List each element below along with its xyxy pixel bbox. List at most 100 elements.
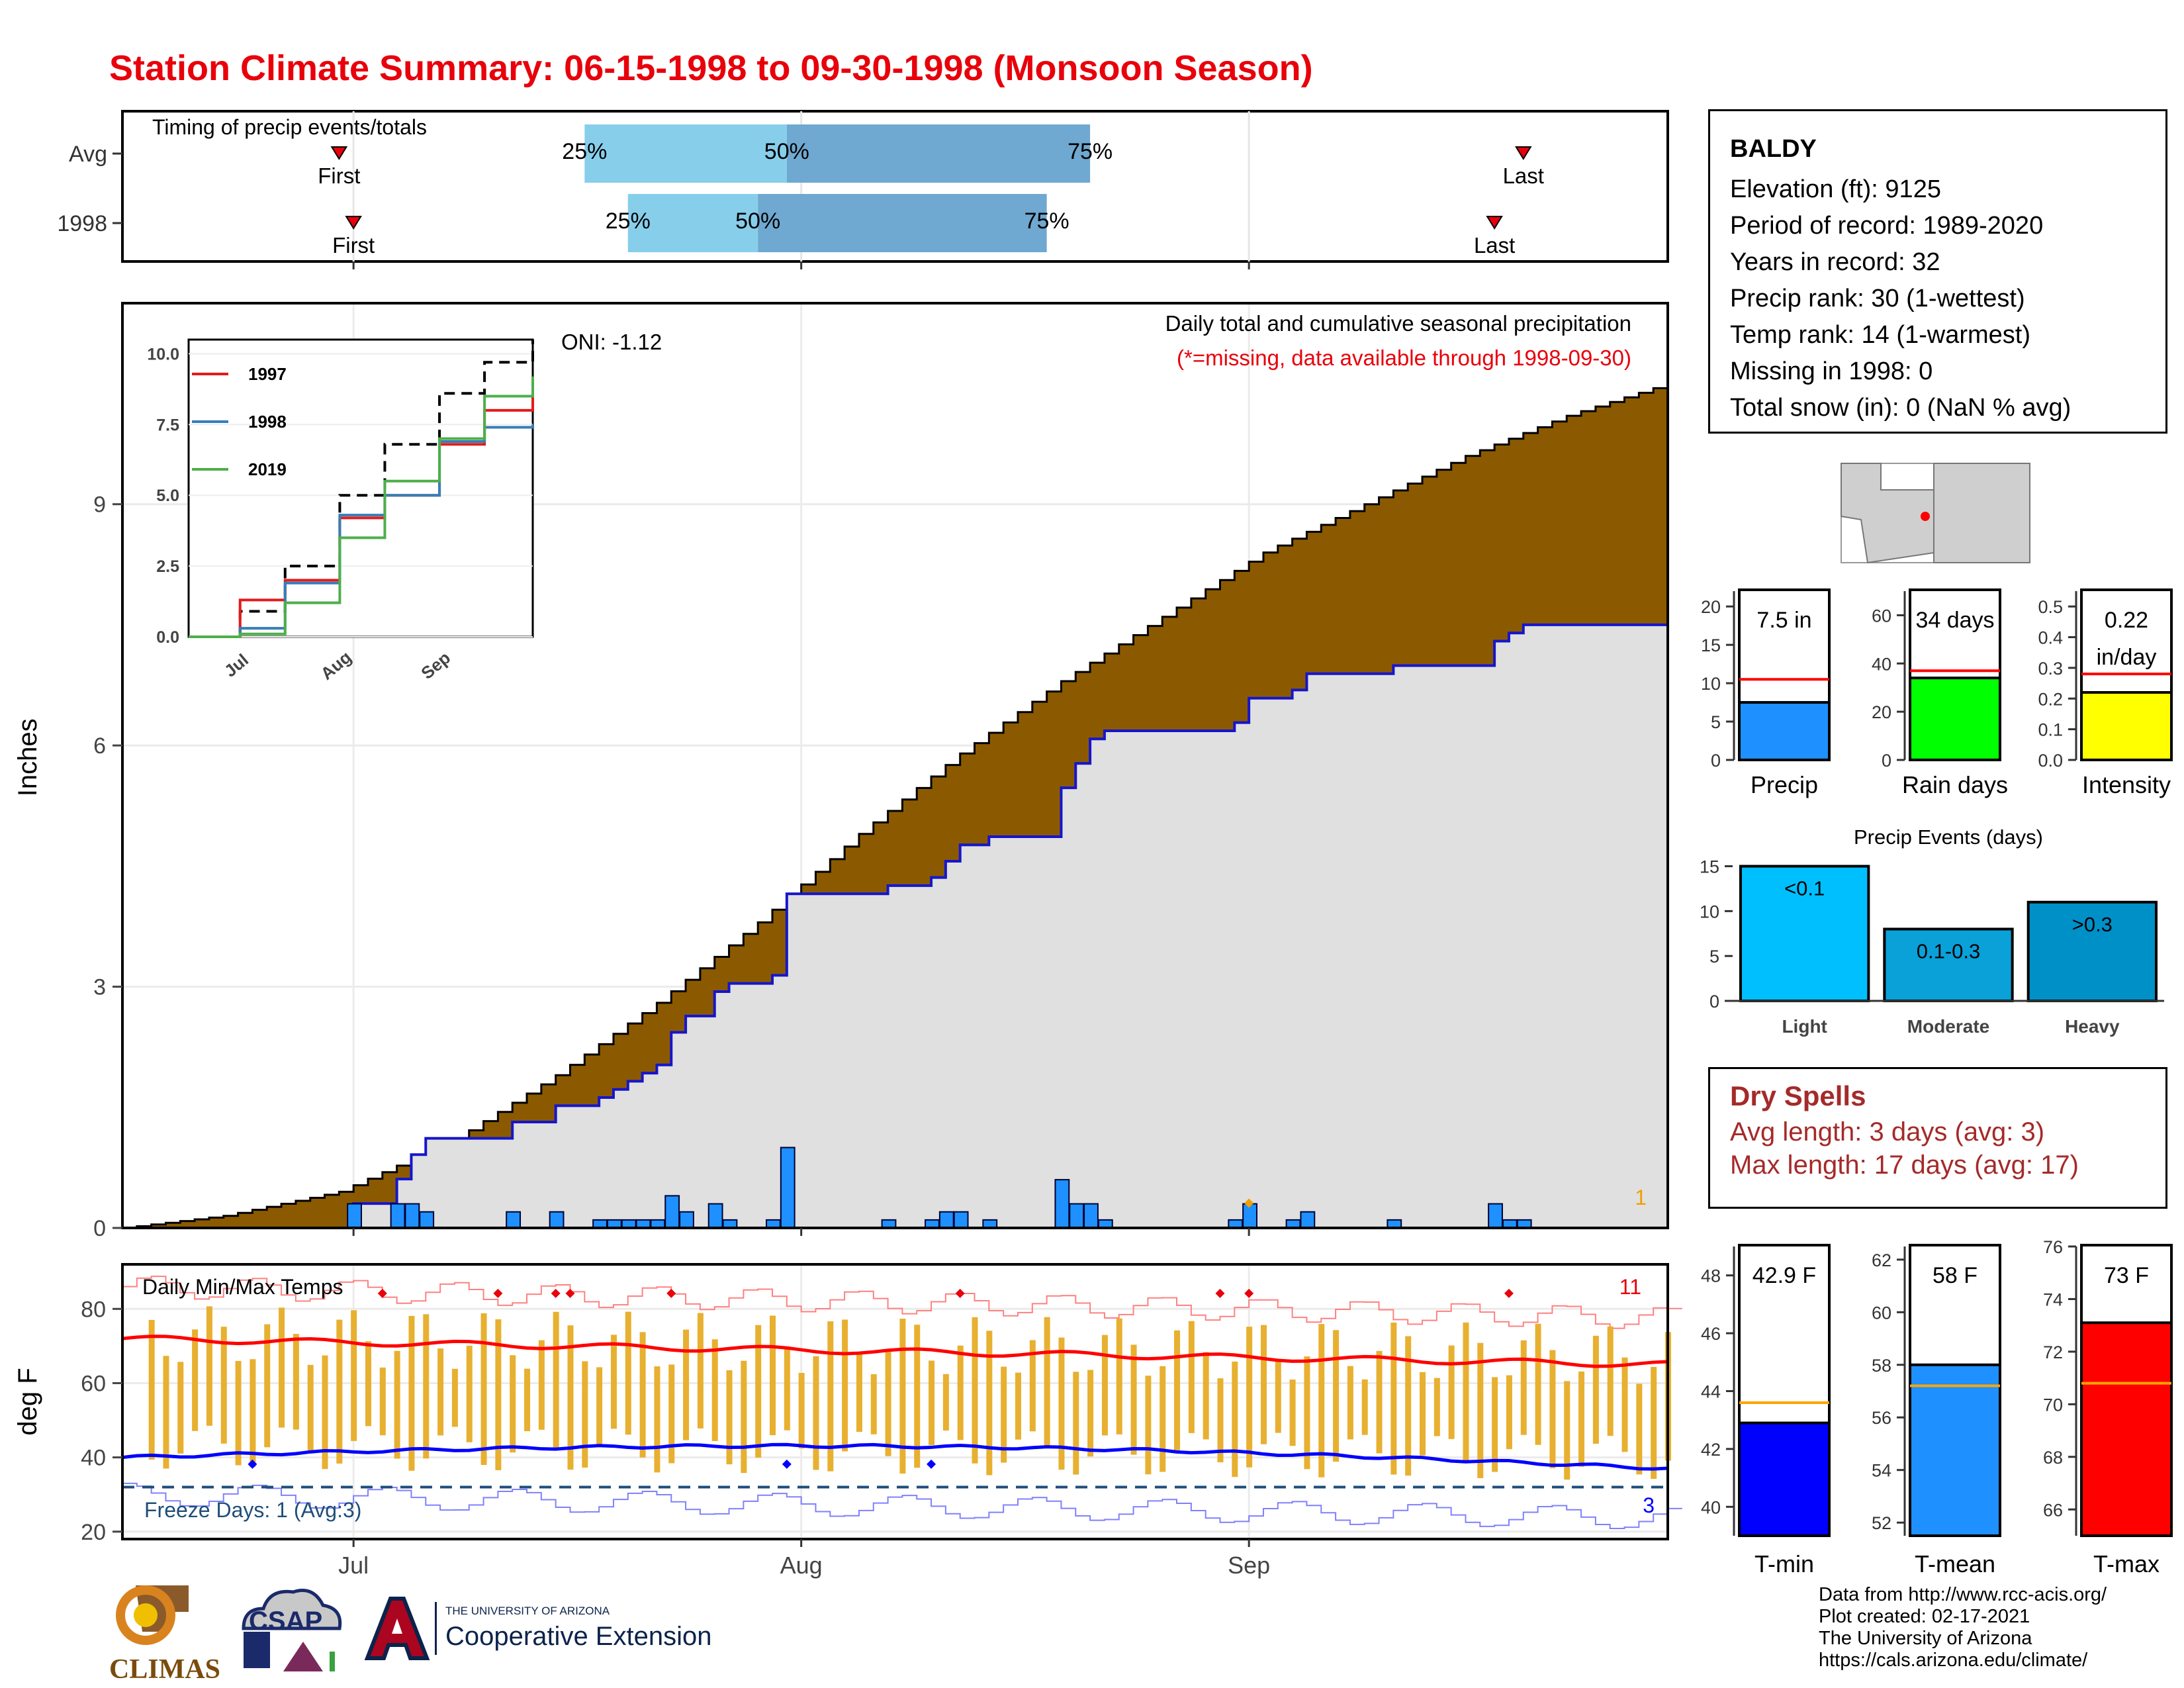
daily-temp-bar [1058, 1337, 1065, 1470]
t-min-category-label: T-min [1754, 1550, 1814, 1577]
precip-total-y-tick-label: 20 [1701, 597, 1721, 617]
daily-temp-bar [1361, 1379, 1368, 1435]
daily-temp-bar [524, 1368, 531, 1432]
precip-events-category-label: Moderate [1907, 1016, 1989, 1037]
t-mean-y-tick-label: 56 [1872, 1408, 1891, 1428]
daily-temp-bar [1376, 1350, 1383, 1454]
timeline-q50-label: 50% [764, 139, 809, 164]
inset-legend-label: 2019 [248, 459, 287, 479]
station-years: Years in record: 32 [1730, 248, 1940, 276]
intensity-value-label: in/day [2097, 645, 2157, 670]
intensity-bar [2080, 691, 2173, 761]
daily-temp-bar [1160, 1366, 1166, 1472]
precip-y-tick-label: 6 [93, 733, 106, 759]
record-high-marker [1215, 1288, 1225, 1298]
intensity-y-tick-label: 0.3 [2038, 659, 2063, 679]
daily-precip-bar [953, 1211, 969, 1229]
t-max-y-tick-label: 72 [2043, 1342, 2063, 1362]
precip-y-tick-label: 3 [93, 975, 106, 1000]
daily-precip-bar [549, 1211, 565, 1229]
station-location-marker [1921, 512, 1930, 521]
daily-temp-bar [423, 1314, 430, 1459]
daily-temp-bar [741, 1360, 747, 1474]
ua-logo-small-text: THE UNIVERSITY OF ARIZONA [445, 1605, 610, 1617]
daily-temp-bar [813, 1356, 819, 1470]
daily-temp-bar [1044, 1317, 1050, 1448]
record-high-marker [666, 1288, 676, 1298]
daily-temp-bar [870, 1374, 877, 1434]
daily-temp-bar [639, 1332, 646, 1458]
daily-temp-bar [1275, 1359, 1281, 1433]
daily-temp-bar [1260, 1325, 1267, 1444]
record-high-marker [493, 1288, 503, 1298]
precip-events-y-tick-label: 0 [1709, 992, 1719, 1011]
daily-temp-bar [1564, 1381, 1570, 1480]
daily-temp-bar [408, 1315, 415, 1471]
precip-panel-title: Daily total and cumulative seasonal prec… [1165, 311, 1631, 336]
daily-temp-bar [711, 1339, 718, 1441]
daily-temp-bar [1001, 1366, 1007, 1463]
t-min-y-tick-label: 46 [1701, 1324, 1721, 1344]
timeline-row-label: 1998 [57, 211, 107, 236]
inset-legend-label: 1998 [248, 412, 287, 432]
precip-events-title: Precip Events (days) [1854, 825, 2043, 849]
dry-spells-box: Dry Spells Avg length: 3 days (avg: 3) M… [1708, 1067, 2167, 1209]
timeline-last-label: Last [1503, 164, 1544, 188]
t-max-bar [2080, 1321, 2173, 1538]
inset-legend-label: 1997 [248, 364, 287, 384]
daily-temp-bar [1578, 1371, 1585, 1467]
timeline-bar-50-75 [786, 124, 1091, 183]
footer-credits: Data from http://www.rcc-acis.org/ Plot … [1819, 1584, 2107, 1671]
precip-events-y-tick-label: 15 [1700, 857, 1719, 877]
daily-temp-bar [798, 1373, 805, 1449]
daily-precip-bar [419, 1211, 435, 1229]
daily-temp-bar [972, 1317, 978, 1464]
t-min-y-tick-label: 42 [1701, 1440, 1721, 1460]
t-mean-y-tick-label: 60 [1872, 1303, 1891, 1323]
daily-temp-bar [668, 1364, 675, 1464]
daily-temp-bar [192, 1329, 199, 1431]
daily-temp-bar [986, 1331, 993, 1476]
station-name: BALDY [1730, 135, 1817, 163]
timeline-q50-label: 50% [735, 209, 780, 234]
temp-y-tick-label: 40 [81, 1446, 106, 1471]
intensity-y-tick-label: 0.5 [2038, 597, 2063, 617]
daily-temp-bar [264, 1324, 271, 1448]
dry-spells-max: Max length: 17 days (avg: 17) [1730, 1150, 2079, 1180]
daily-temp-bar [1651, 1366, 1657, 1479]
daily-temp-bar [293, 1334, 299, 1430]
station-info-box: BALDY Elevation (ft): 9125 Period of rec… [1708, 109, 2167, 434]
daily-temp-bar [625, 1311, 631, 1435]
missing-marker [1244, 1198, 1254, 1208]
daily-temp-bar [1405, 1336, 1412, 1476]
precip-events-bar [1739, 865, 1870, 1002]
daily-precip-bar [707, 1203, 723, 1229]
daily-temp-bar [1506, 1375, 1512, 1450]
record-low-count: 3 [1643, 1493, 1655, 1517]
record-high-marker [551, 1288, 561, 1298]
daily-temp-bar [755, 1325, 762, 1458]
daily-temp-bar [480, 1313, 487, 1466]
page-title: Station Climate Summary: 06-15-1998 to 0… [109, 48, 1313, 88]
daily-temp-bar [914, 1325, 921, 1468]
daily-temp-bar [206, 1306, 212, 1426]
rain-days-category-label: Rain days [1902, 771, 2008, 798]
daily-temp-bar [466, 1345, 473, 1442]
inset-avg-line [189, 340, 534, 638]
rain-days-y-tick-label: 0 [1882, 751, 1891, 771]
t-max-y-tick-label: 68 [2043, 1448, 2063, 1468]
daily-temp-bar [1621, 1357, 1628, 1452]
daily-temp-bar [842, 1319, 848, 1452]
t-max-y-tick-label: 66 [2043, 1500, 2063, 1520]
daily-temp-bar [1433, 1378, 1440, 1436]
timeline-q75-label: 75% [1024, 209, 1069, 234]
precip-y-axis-label: Inches [13, 718, 42, 796]
daily-temp-bar [1101, 1335, 1108, 1436]
daily-precip-bar [347, 1203, 362, 1229]
daily-temp-bar [885, 1350, 891, 1456]
timeline-bar-25-50 [584, 124, 787, 183]
timeline-last-marker [1514, 146, 1532, 160]
daily-temp-bar [1333, 1330, 1340, 1462]
inset-y-tick-label: 10.0 [147, 345, 179, 363]
